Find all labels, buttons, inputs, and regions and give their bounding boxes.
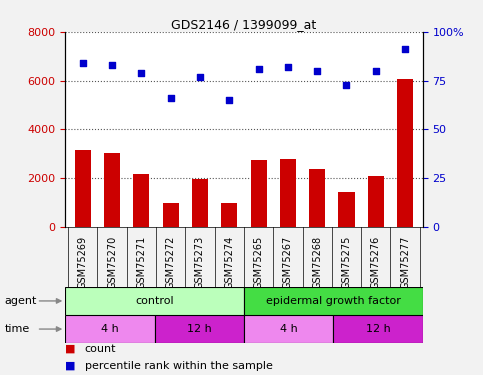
Text: epidermal growth factor: epidermal growth factor [266,296,401,306]
Bar [75,150,91,227]
Point [313,68,321,74]
Point [372,68,380,74]
Text: GSM75275: GSM75275 [341,236,352,289]
Bar [244,315,333,343]
Text: GSM75274: GSM75274 [224,236,234,289]
Text: 4 h: 4 h [280,324,298,334]
Text: percentile rank within the sample: percentile rank within the sample [85,361,272,371]
Point [167,95,174,101]
Bar [309,169,325,227]
Point [342,81,350,87]
Text: GSM75265: GSM75265 [254,236,264,289]
Point [108,62,116,68]
Bar [133,174,149,227]
Bar [65,315,155,343]
Text: ■: ■ [65,344,76,354]
Point [79,60,86,66]
Text: GSM75267: GSM75267 [283,236,293,289]
Bar [104,153,120,227]
Text: 4 h: 4 h [101,324,119,334]
Bar [333,315,423,343]
Bar [163,202,179,227]
Point [138,70,145,76]
Point [226,97,233,103]
Text: agent: agent [5,296,37,306]
Bar [368,176,384,227]
Bar [221,202,237,227]
Point [401,46,409,53]
Text: GSM75272: GSM75272 [166,236,176,289]
Bar [192,179,208,227]
Text: GSM75276: GSM75276 [371,236,381,289]
Point [196,74,204,80]
Text: time: time [5,324,30,334]
Bar [339,192,355,227]
Text: count: count [85,344,116,354]
Bar [397,80,413,227]
Text: ■: ■ [65,361,76,371]
Point [255,66,262,72]
Text: 12 h: 12 h [187,324,212,334]
Title: GDS2146 / 1399099_at: GDS2146 / 1399099_at [171,18,316,31]
Bar [65,287,244,315]
Bar [251,160,267,227]
Bar [244,287,423,315]
Text: GSM75271: GSM75271 [136,236,146,289]
Text: control: control [135,296,174,306]
Text: GSM75268: GSM75268 [312,236,322,289]
Text: 12 h: 12 h [366,324,390,334]
Bar [280,159,296,227]
Point [284,64,292,70]
Bar [155,315,244,343]
Text: GSM75273: GSM75273 [195,236,205,289]
Text: GSM75269: GSM75269 [78,236,88,289]
Text: GSM75270: GSM75270 [107,236,117,289]
Text: GSM75277: GSM75277 [400,236,410,289]
